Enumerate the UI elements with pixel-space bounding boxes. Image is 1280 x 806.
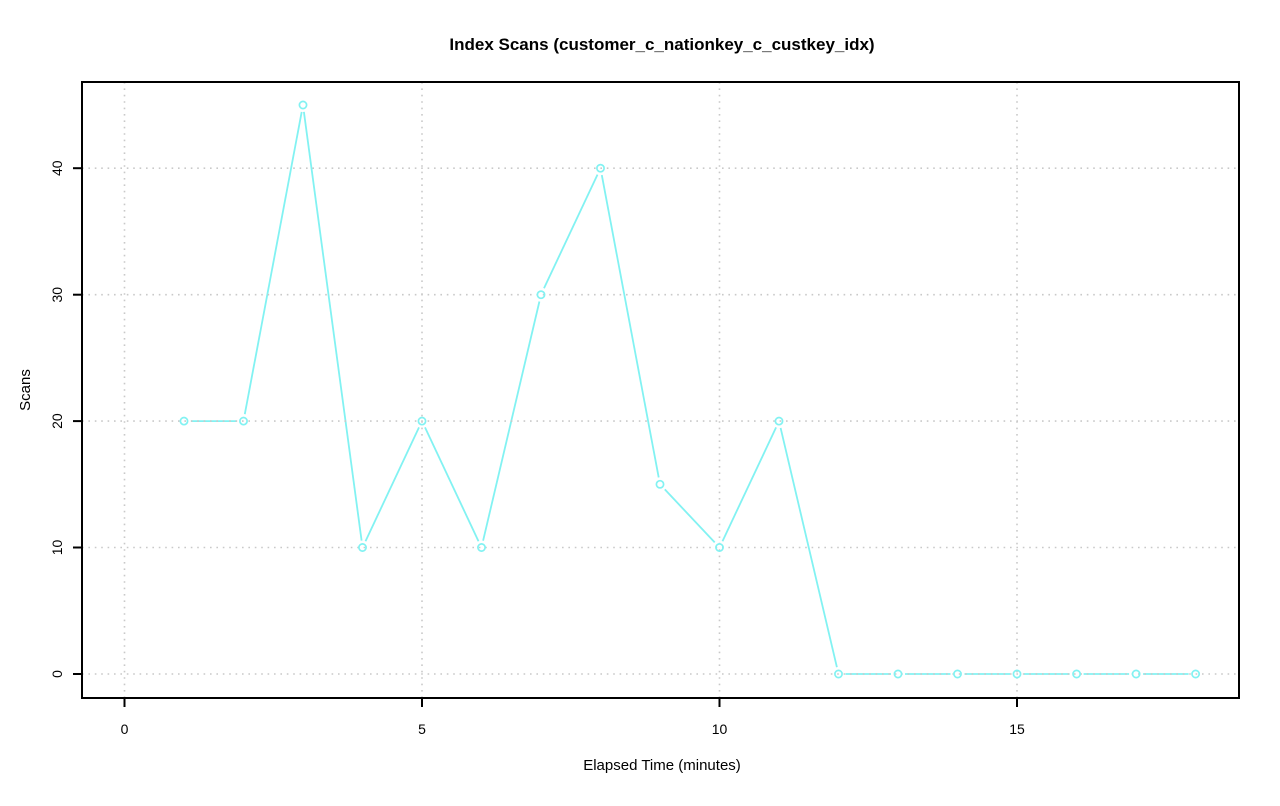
series-line-segment xyxy=(424,427,480,542)
data-point xyxy=(774,416,784,426)
y-tick-label: 40 xyxy=(49,160,65,176)
data-point xyxy=(1131,669,1141,679)
data-point xyxy=(417,416,427,426)
series-line-segment xyxy=(600,174,660,478)
axes-layer xyxy=(73,81,1240,707)
series-line-layer xyxy=(191,111,1189,675)
tick-label-layer: 0 5 10 15 0 10 20 30 40 xyxy=(49,160,1025,737)
plot-border xyxy=(81,81,1240,699)
series-line-segment xyxy=(303,111,363,541)
series-line-segment xyxy=(543,174,599,289)
data-point xyxy=(1012,669,1022,679)
chart-title: Index Scans (customer_c_nationkey_c_cust… xyxy=(449,35,874,54)
data-point xyxy=(953,669,962,679)
y-tick-label: 20 xyxy=(49,413,65,429)
series-line-segment xyxy=(364,427,420,542)
series-line-segment xyxy=(664,488,716,544)
y-axis-label: Scans xyxy=(17,369,34,411)
series-line-segment xyxy=(721,427,777,542)
data-point xyxy=(1191,669,1201,679)
x-axis-label: Elapsed Time (minutes) xyxy=(583,757,741,774)
data-point xyxy=(298,100,308,110)
x-tick-label: 15 xyxy=(1009,721,1025,737)
grid-layer xyxy=(82,82,1239,698)
x-tick-label: 5 xyxy=(418,721,426,737)
x-tick-label: 0 xyxy=(121,721,129,737)
data-point xyxy=(655,479,665,489)
data-point xyxy=(834,669,843,679)
data-point xyxy=(1072,669,1082,679)
y-tick-label: 30 xyxy=(49,287,65,303)
data-point xyxy=(715,543,724,552)
x-tick-label: 10 xyxy=(712,721,728,737)
y-tick-label: 0 xyxy=(49,670,65,678)
series-line-segment xyxy=(779,427,838,668)
data-point xyxy=(596,163,605,173)
data-point xyxy=(477,543,486,552)
data-point xyxy=(239,416,248,426)
data-point xyxy=(358,543,367,552)
data-point xyxy=(893,669,903,679)
data-point xyxy=(536,290,546,300)
data-point xyxy=(179,416,189,426)
series-line-segment xyxy=(243,111,303,415)
y-tick-label: 10 xyxy=(49,540,65,556)
marker-layer xyxy=(179,100,1201,679)
